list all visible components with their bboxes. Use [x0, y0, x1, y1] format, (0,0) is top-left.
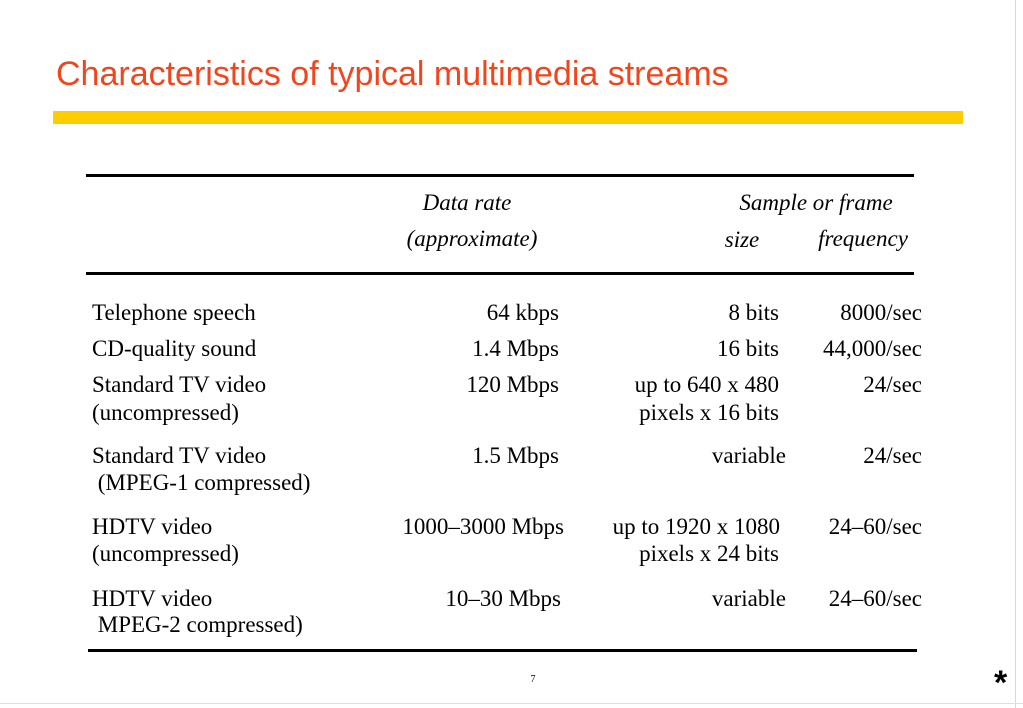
row-frequency: 24–60/sec [828, 514, 922, 539]
row-frequency: 24/sec [863, 372, 922, 397]
row-name: Standard TV video [92, 372, 267, 397]
page-number: 7 [530, 674, 536, 685]
header-frequency: frequency [818, 226, 908, 251]
row-data-rate: 10–30 Mbps [445, 586, 561, 611]
row-name-line2: (uncompressed) [92, 400, 239, 425]
row-frequency: 24/sec [863, 443, 922, 468]
row-name: HDTV video [92, 514, 213, 539]
row-data-rate: 120 Mbps [466, 372, 559, 397]
slide-bottom-edge [0, 703, 1023, 704]
row-name: HDTV video [92, 586, 213, 611]
row-name-line2: MPEG-2 compressed) [92, 612, 303, 637]
row-frequency: 8000/sec [840, 300, 922, 325]
row-size-line2: pixels x 24 bits [639, 541, 779, 566]
row-size: 16 bits [717, 336, 779, 361]
corner-asterisk: * [994, 664, 1008, 702]
row-name-line2: (uncompressed) [92, 541, 239, 566]
title-underline-bar [53, 111, 963, 124]
row-name-line2: (MPEG-1 compressed) [92, 470, 311, 495]
table-top-rule [86, 174, 914, 177]
header-data-rate: Data rate [422, 190, 512, 215]
row-size-line2: pixels x 16 bits [639, 400, 779, 425]
slide-title: Characteristics of typical multimedia st… [56, 55, 729, 93]
row-data-rate: 64 kbps [486, 300, 559, 325]
row-frequency: 24–60/sec [828, 586, 922, 611]
row-data-rate: 1000–3000 Mbps [402, 514, 564, 539]
row-frequency: 44,000/sec [822, 336, 922, 361]
table-header-rule [86, 272, 914, 275]
row-size: up to 640 x 480 [634, 372, 779, 397]
row-size: variable [711, 443, 786, 468]
row-data-rate: 1.4 Mbps [472, 336, 559, 361]
row-name: CD-quality sound [92, 336, 257, 361]
table-bottom-rule [88, 649, 917, 652]
row-size: variable [711, 586, 786, 611]
row-name: Telephone speech [92, 300, 256, 325]
header-size: size [724, 227, 760, 252]
slide-right-edge [1015, 0, 1016, 708]
row-size: 8 bits [728, 300, 779, 325]
header-sample-or-frame: Sample or frame [739, 190, 893, 215]
row-size: up to 1920 x 1080 [612, 514, 780, 539]
header-approximate: (approximate) [406, 226, 538, 251]
row-data-rate: 1.5 Mbps [472, 443, 559, 468]
row-name: Standard TV video [92, 443, 267, 468]
